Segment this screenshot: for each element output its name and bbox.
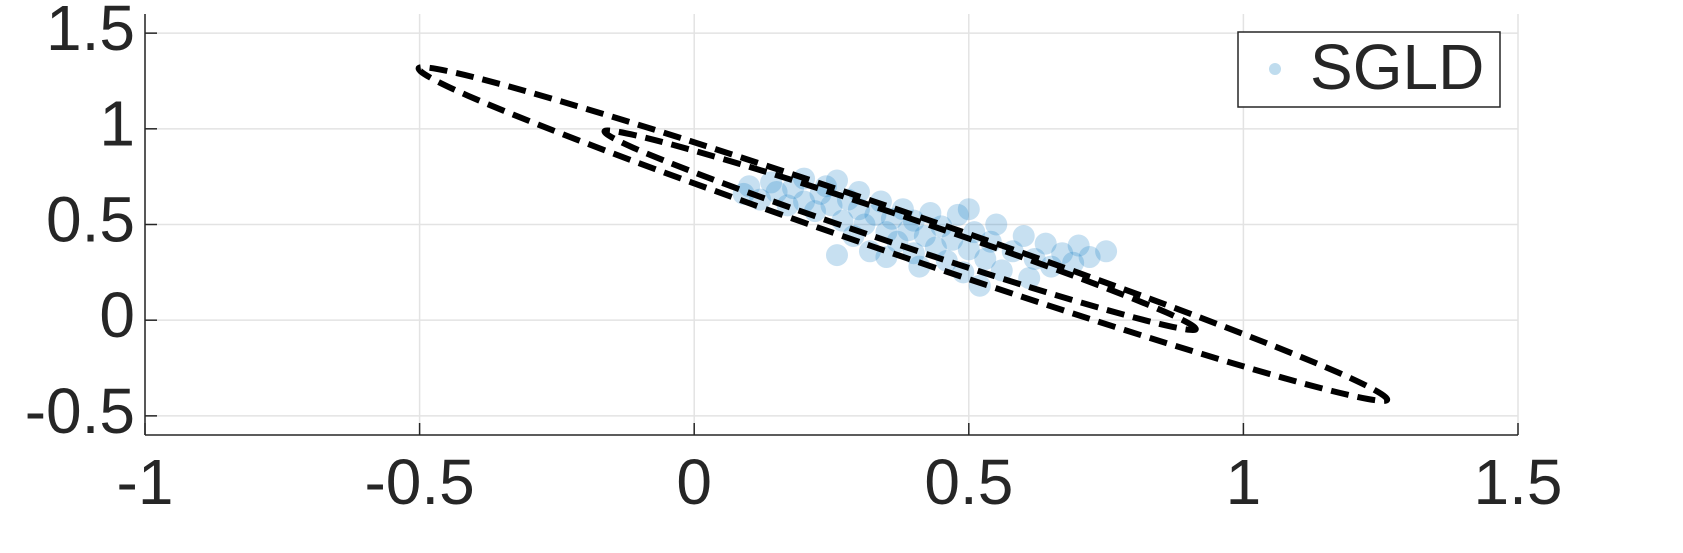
legend-box bbox=[1237, 31, 1501, 108]
scatter-point bbox=[913, 224, 936, 247]
scatter-point bbox=[908, 255, 931, 278]
scatter-point bbox=[974, 247, 997, 270]
scatter-point bbox=[782, 177, 805, 200]
x-tick-label: 1.5 bbox=[1474, 446, 1563, 518]
legend-marker bbox=[1269, 63, 1281, 75]
scatter-point bbox=[793, 190, 816, 213]
y-tick-label: 1.5 bbox=[46, 0, 135, 64]
legend: SGLD bbox=[1237, 31, 1501, 108]
x-tick-label: 0 bbox=[676, 446, 712, 518]
scatter-point bbox=[1095, 240, 1118, 263]
scatter-point bbox=[957, 238, 980, 261]
scatter-point bbox=[1062, 251, 1085, 274]
scatter-point bbox=[1067, 234, 1090, 257]
x-tick-label: 0.5 bbox=[924, 446, 1013, 518]
scatter-point bbox=[1012, 224, 1035, 247]
x-tick-label: -1 bbox=[117, 446, 174, 518]
legend-label: SGLD bbox=[1310, 31, 1484, 103]
contour-line bbox=[415, 64, 1391, 404]
scatter-point bbox=[825, 244, 848, 267]
scatter-point bbox=[897, 219, 920, 242]
scatter-point bbox=[957, 198, 980, 221]
scatter-point bbox=[820, 194, 843, 217]
y-tick-label: 0.5 bbox=[46, 183, 135, 255]
scatter-point bbox=[1078, 246, 1101, 269]
y-tick-label: 1 bbox=[99, 88, 135, 160]
scatter-point bbox=[985, 213, 1008, 236]
x-tick-label: 1 bbox=[1226, 446, 1262, 518]
contour-line bbox=[601, 127, 1199, 333]
scatter-point bbox=[1034, 232, 1057, 255]
scatter-point bbox=[935, 249, 958, 272]
scatter-point bbox=[765, 180, 788, 203]
y-tick-label: -0.5 bbox=[25, 375, 135, 447]
scatter-point bbox=[1018, 267, 1041, 290]
scatter-point bbox=[1051, 242, 1074, 265]
x-tick-label: -0.5 bbox=[364, 446, 474, 518]
y-tick-label: 0 bbox=[99, 279, 135, 351]
scatter-point bbox=[946, 203, 969, 226]
scatter-point bbox=[990, 259, 1013, 282]
